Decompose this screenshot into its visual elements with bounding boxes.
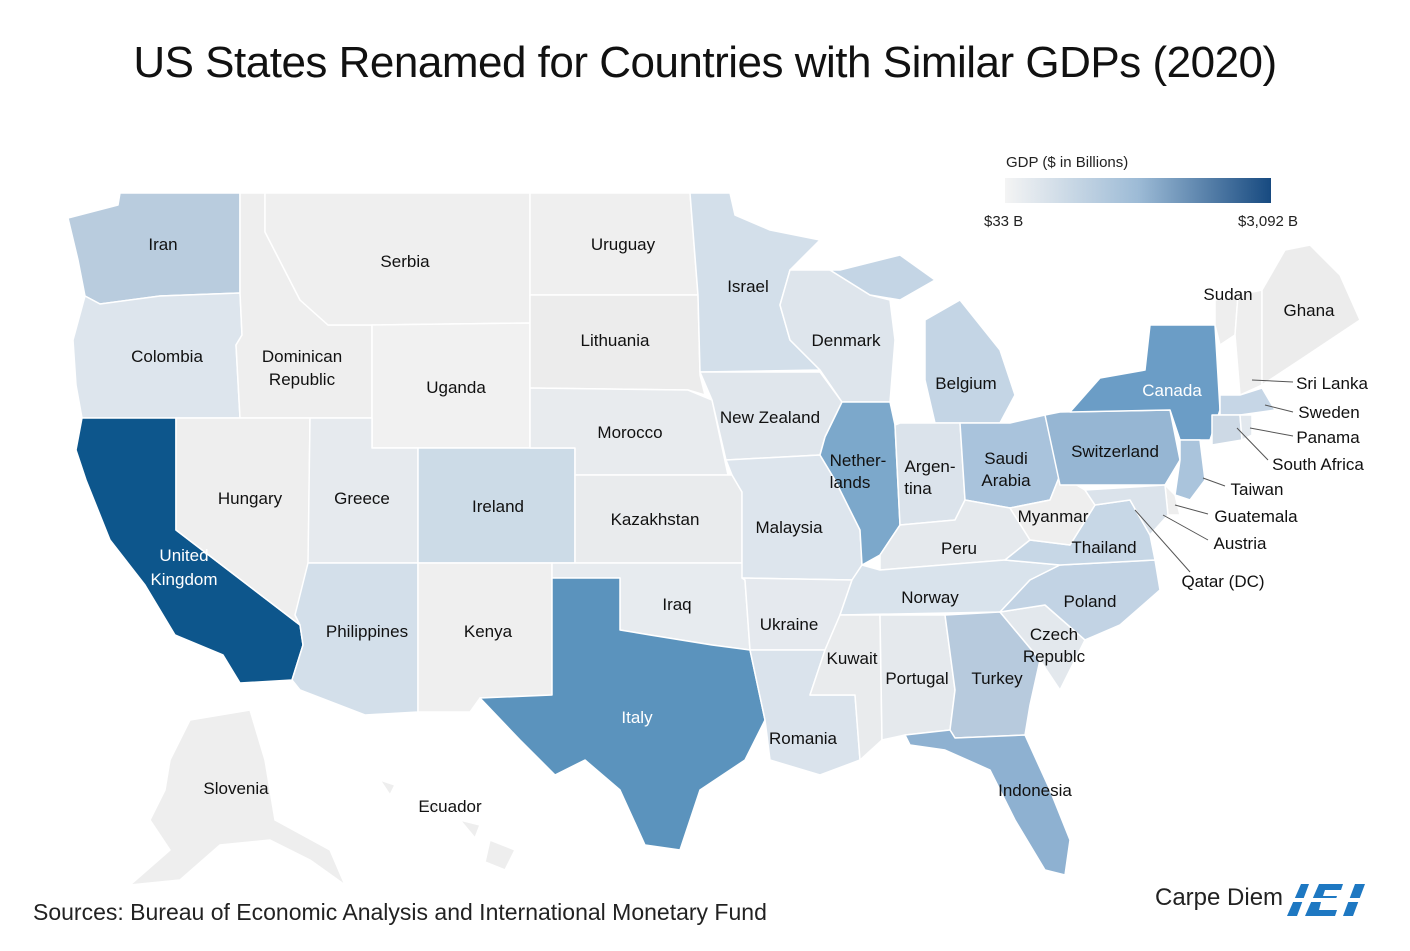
label-id-line2: Republic [269,370,336,389]
map-title: US States Renamed for Countries with Sim… [133,38,1277,87]
label-tn: Norway [901,588,959,607]
label-dc: Qatar (DC) [1181,572,1264,591]
legend-max-label: $3,092 B [1238,213,1299,230]
label-ut: Greece [334,489,390,508]
label-wa: Iran [148,235,177,254]
brand-name: Carpe Diem [1155,884,1284,911]
legend-title: GDP ($ in Billions) [1006,154,1129,171]
label-in-line1: Argen- [904,457,955,476]
label-ga: Turkey [971,669,1023,688]
state-ms [809,614,883,761]
state-mi [829,254,1016,424]
label-va: Thailand [1071,538,1136,557]
label-hi: Ecuador [418,797,482,816]
label-wi: Denmark [812,331,881,350]
label-md: Austria [1214,534,1267,553]
label-ri: Panama [1296,428,1360,447]
label-ia: New Zealand [720,408,820,427]
state-nh [1234,289,1263,396]
label-ne: Morocco [597,423,662,442]
label-nm: Kenya [464,622,513,641]
label-il-line1: Nether- [830,451,887,470]
label-mi: Belgium [935,374,996,393]
label-ms: Kuwait [826,649,877,668]
state-nj [1174,439,1206,501]
label-mo: Malaysia [755,518,823,537]
state-ak [129,709,346,886]
state-ct [1211,414,1243,446]
label-me: Ghana [1283,301,1335,320]
label-nh: Sri Lanka [1296,374,1368,393]
label-nv: Hungary [218,489,283,508]
state-ny [1069,324,1221,441]
label-pa: Switzerland [1071,442,1159,461]
label-az: Philippines [326,622,408,641]
label-id-line1: Dominican [262,347,342,366]
label-ky: Peru [941,539,977,558]
state-tx [479,577,766,851]
label-ok: Iraq [662,595,691,614]
aei-logo [1283,884,1371,916]
state-ma [1219,387,1276,416]
label-ca-line2: Kingdom [150,570,217,589]
label-oh-line2: Arabia [981,471,1031,490]
label-sc-line1: Czech [1030,625,1078,644]
source-note: Sources: Bureau of Economic Analysis and… [33,899,767,925]
label-ak: Slovenia [203,779,269,798]
label-wy: Uganda [426,378,486,397]
label-la: Romania [769,729,838,748]
label-ny: Canada [1142,381,1202,400]
label-sd: Lithuania [580,331,650,350]
label-mn: Israel [727,277,769,296]
label-nc: Poland [1064,592,1117,611]
label-vt: Sudan [1203,285,1252,304]
label-ar: Ukraine [760,615,819,634]
label-il-line2: lands [830,473,871,492]
label-wv: Myanmar [1018,507,1089,526]
label-in-line2: tina [904,479,932,498]
state-fl [904,729,1071,876]
legend-min-label: $33 B [984,213,1024,230]
label-ca-line1: United [159,546,208,565]
label-ct: South Africa [1272,455,1364,474]
state-vt [1214,294,1239,346]
label-nj: Taiwan [1231,480,1284,499]
label-sc-line2: Republc [1023,647,1086,666]
label-nd: Uruguay [591,235,656,254]
label-ma: Sweden [1298,403,1359,422]
state-ri [1239,414,1253,441]
label-or: Colombia [131,347,203,366]
label-oh-line1: Saudi [984,449,1027,468]
label-tx: Italy [621,708,653,727]
state-hi [379,779,516,871]
label-fl: Indonesia [998,781,1072,800]
state-md [1084,484,1169,536]
label-de: Guatemala [1214,507,1298,526]
label-co: Ireland [472,497,524,516]
label-ks: Kazakhstan [611,510,700,529]
label-al: Portugal [885,669,948,688]
label-mt: Serbia [380,252,430,271]
legend-color-bar [1005,178,1271,203]
